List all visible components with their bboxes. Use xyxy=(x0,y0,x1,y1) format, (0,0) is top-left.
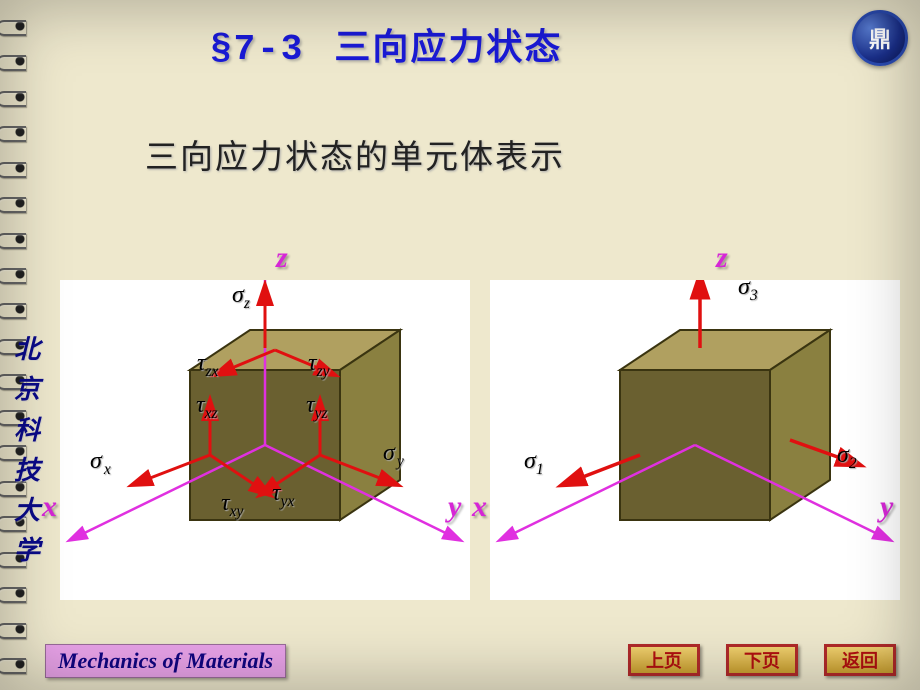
title-text: 三向应力状态 xyxy=(334,27,562,67)
tau-yx-label: τyx xyxy=(272,480,294,511)
tau-xy-label: τxy xyxy=(221,490,243,521)
cube-svg-left xyxy=(60,280,470,600)
subtitle: 三向应力状态的单元体表示 xyxy=(145,130,565,178)
nav-bar: 上页 下页 返回 xyxy=(628,644,896,676)
axis-x-left: x xyxy=(42,490,57,524)
tau-zx-label: τzx xyxy=(197,350,219,381)
sigma-3-label: σ3 xyxy=(738,274,758,305)
tau-zy-label: τzy xyxy=(308,350,330,381)
next-button[interactable]: 下页 xyxy=(726,644,798,676)
cube-svg-right xyxy=(490,280,900,600)
institution-vertical: 北京科技大学 xyxy=(14,330,44,572)
sigma-x-label: σx xyxy=(90,448,111,479)
university-logo: 鼎 xyxy=(852,10,908,66)
tau-yz-label: τyz xyxy=(306,392,328,423)
sigma-2-label: σ2 xyxy=(837,442,857,473)
stress-cube-general xyxy=(60,280,470,600)
section-number: §7-3 xyxy=(210,29,304,70)
axis-y-left: y xyxy=(448,490,461,524)
sigma-1-label: σ1 xyxy=(524,448,544,479)
prev-button[interactable]: 上页 xyxy=(628,644,700,676)
page-title: §7-3 三向应力状态 xyxy=(210,18,562,70)
stress-cube-principal xyxy=(490,280,900,600)
axis-z-left: z xyxy=(276,241,288,275)
sigma-z-label: σz xyxy=(232,282,250,313)
sigma-y-label: σy xyxy=(383,440,404,471)
axis-x-right: x xyxy=(472,490,487,524)
tau-xz-label: τxz xyxy=(196,392,218,423)
course-label: Mechanics of Materials xyxy=(45,644,286,678)
back-button[interactable]: 返回 xyxy=(824,644,896,676)
axis-y-right: y xyxy=(880,490,893,524)
axis-z-right: z xyxy=(716,241,728,275)
logo-glyph: 鼎 xyxy=(869,22,891,54)
